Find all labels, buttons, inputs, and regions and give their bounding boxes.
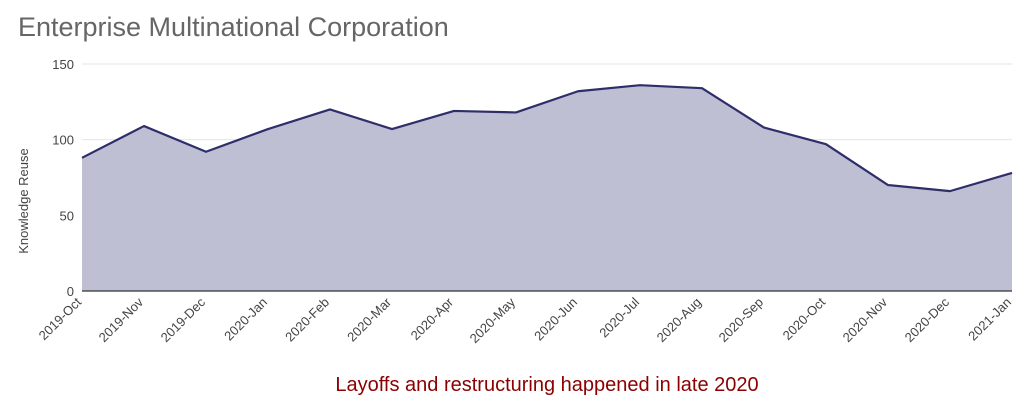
x-tick-label: 2019-Dec: [158, 294, 209, 345]
x-tick-label: 2019-Oct: [36, 294, 85, 343]
chart-title: Enterprise Multinational Corporation: [18, 12, 449, 42]
x-tick-label: 2020-May: [467, 294, 519, 346]
x-tick-label: 2020-Mar: [344, 294, 394, 344]
y-tick-label: 50: [60, 208, 74, 223]
y-axis: 0 50 100 150: [52, 57, 74, 299]
x-tick-label: 2020-Oct: [780, 294, 829, 343]
y-tick-label: 0: [67, 284, 74, 299]
x-tick-label: 2020-Aug: [654, 295, 704, 345]
y-tick-label: 100: [52, 133, 74, 148]
x-tick-label: 2020-Jan: [221, 295, 270, 344]
y-axis-label: Knowledge Reuse: [16, 148, 31, 254]
chart-caption: Layoffs and restructuring happened in la…: [335, 374, 759, 396]
x-tick-label: 2019-Nov: [96, 294, 147, 345]
x-tick-label: 2020-Feb: [282, 295, 332, 345]
x-tick-label: 2020-Sep: [716, 295, 766, 345]
area-fill: [82, 85, 1012, 291]
y-tick-label: 150: [52, 57, 74, 72]
x-tick-label: 2020-Nov: [840, 294, 891, 345]
x-tick-label: 2020-Jul: [596, 294, 642, 340]
x-tick-label: 2020-Jun: [531, 295, 580, 344]
x-tick-label: 2020-Apr: [408, 294, 457, 343]
x-tick-label: 2020-Dec: [902, 294, 953, 345]
x-tick-label: 2021-Jan: [965, 295, 1014, 344]
series-line: [81, 84, 1013, 193]
x-axis: 2019-Oct 2019-Nov 2019-Dec 2020-Jan 2020-Feb…: [36, 290, 1014, 346]
area-series: [81, 84, 1013, 291]
